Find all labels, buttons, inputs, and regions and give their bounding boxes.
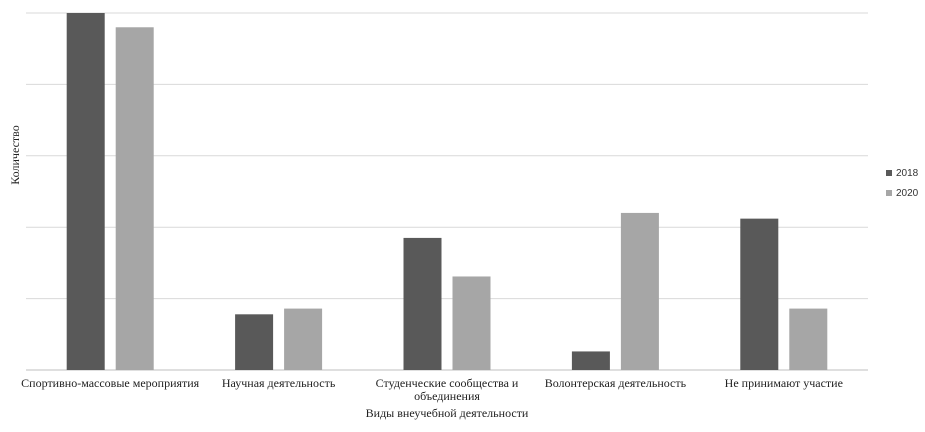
bar-2020-1 [284, 308, 323, 370]
legend: 2018 2020 [886, 163, 918, 203]
legend-label-2018: 2018 [896, 167, 919, 179]
legend-swatch-2018 [886, 170, 892, 176]
bar-2020-3 [620, 212, 659, 370]
x-tick-label: Не принимают участие [725, 376, 843, 390]
bar-2020-0 [115, 27, 154, 371]
x-tick-label: Спортивно-массовые мероприятия [21, 376, 200, 390]
legend-item-2020: 2020 [886, 183, 918, 203]
x-tick-label: объединения [414, 389, 480, 403]
x-tick-label: Научная деятельность [222, 376, 336, 390]
x-tick-label: Волонтерская деятельность [545, 376, 687, 390]
legend-item-2018: 2018 [886, 163, 918, 183]
bar-2020-4 [789, 308, 828, 370]
x-axis-title: Виды внеучебной деятельности [366, 406, 529, 420]
legend-label-2020: 2020 [896, 187, 919, 199]
bar-2018-1 [235, 314, 274, 370]
bar-2020-2 [452, 276, 491, 370]
x-tick-label: Студенческие сообщества и [376, 376, 519, 390]
y-axis-title: Количество [8, 125, 22, 184]
bar-2018-2 [403, 237, 442, 370]
bar-2018-3 [571, 351, 610, 370]
legend-swatch-2020 [886, 190, 892, 196]
bar-2018-4 [740, 218, 779, 370]
bar-2018-0 [66, 13, 105, 370]
